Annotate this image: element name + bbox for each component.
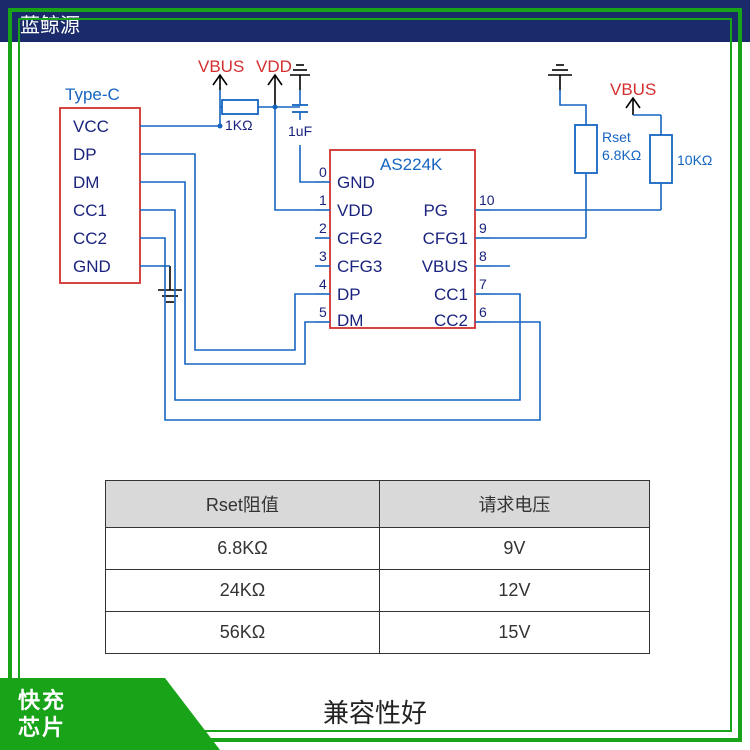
schematic-diagram: Type-C VCC DP DM CC1 CC2 GND AS224K GND … bbox=[30, 50, 720, 450]
chip-pin: VDD bbox=[337, 201, 373, 220]
typec-pin: CC2 bbox=[73, 229, 107, 248]
rset-resistor-icon bbox=[575, 125, 597, 173]
vdd-label: VDD bbox=[256, 57, 292, 76]
r-pg-value: 10KΩ bbox=[677, 152, 712, 168]
table-cell: 6.8KΩ bbox=[106, 528, 380, 570]
chip-pin: VBUS bbox=[422, 257, 468, 276]
vbus-label2: VBUS bbox=[610, 80, 656, 99]
pin-num: 0 bbox=[319, 164, 327, 180]
bottom-center-text: 兼容性好 bbox=[0, 693, 750, 730]
rset-name: Rset bbox=[602, 129, 631, 145]
typec-title: Type-C bbox=[65, 85, 120, 104]
table-cell: 24KΩ bbox=[106, 570, 380, 612]
table-row: 56KΩ 15V bbox=[106, 612, 650, 654]
rset-value: 6.8KΩ bbox=[602, 147, 641, 163]
chip-pin: CFG2 bbox=[337, 229, 382, 248]
chip-pin: CFG3 bbox=[337, 257, 382, 276]
table-row: 6.8KΩ 9V bbox=[106, 528, 650, 570]
chip-name: AS224K bbox=[380, 155, 443, 174]
r1-label: 1KΩ bbox=[225, 117, 253, 133]
chip-pin: DM bbox=[337, 311, 363, 330]
typec-pin: DM bbox=[73, 173, 99, 192]
table-header-row: Rset阻值 请求电压 bbox=[106, 481, 650, 528]
chip-pin: GND bbox=[337, 173, 375, 192]
ground-icon bbox=[158, 266, 182, 302]
resistor-icon bbox=[222, 100, 258, 114]
pin-num: 2 bbox=[319, 220, 327, 236]
chip-pin: CC1 bbox=[434, 285, 468, 304]
table-header: 请求电压 bbox=[379, 481, 649, 528]
chip-pin: CFG1 bbox=[423, 229, 468, 248]
typec-pin: GND bbox=[73, 257, 111, 276]
table-row: 24KΩ 12V bbox=[106, 570, 650, 612]
pin-num: 8 bbox=[479, 248, 487, 264]
table-cell: 9V bbox=[379, 528, 649, 570]
ground-icon bbox=[290, 65, 310, 90]
pin-num: 5 bbox=[319, 304, 327, 320]
r-pg-resistor-icon bbox=[650, 135, 672, 183]
pin-num: 1 bbox=[319, 192, 327, 208]
vbus-label: VBUS bbox=[198, 57, 244, 76]
pin-num: 9 bbox=[479, 220, 487, 236]
rset-table: Rset阻值 请求电压 6.8KΩ 9V 24KΩ 12V 56KΩ 15V bbox=[105, 480, 650, 654]
pin-num: 4 bbox=[319, 276, 327, 292]
typec-pin: VCC bbox=[73, 117, 109, 136]
pin-num: 3 bbox=[319, 248, 327, 264]
pin-num: 6 bbox=[479, 304, 487, 320]
table-header: Rset阻值 bbox=[106, 481, 380, 528]
ground-icon bbox=[548, 65, 572, 90]
typec-pin: DP bbox=[73, 145, 97, 164]
chip-pin: CC2 bbox=[434, 311, 468, 330]
chip-pin: DP bbox=[337, 285, 361, 304]
chip-pin: PG bbox=[423, 201, 448, 220]
typec-pin: CC1 bbox=[73, 201, 107, 220]
table-cell: 15V bbox=[379, 612, 649, 654]
table-cell: 56KΩ bbox=[106, 612, 380, 654]
pin-num: 10 bbox=[479, 192, 495, 208]
pin-num: 7 bbox=[479, 276, 487, 292]
table-cell: 12V bbox=[379, 570, 649, 612]
